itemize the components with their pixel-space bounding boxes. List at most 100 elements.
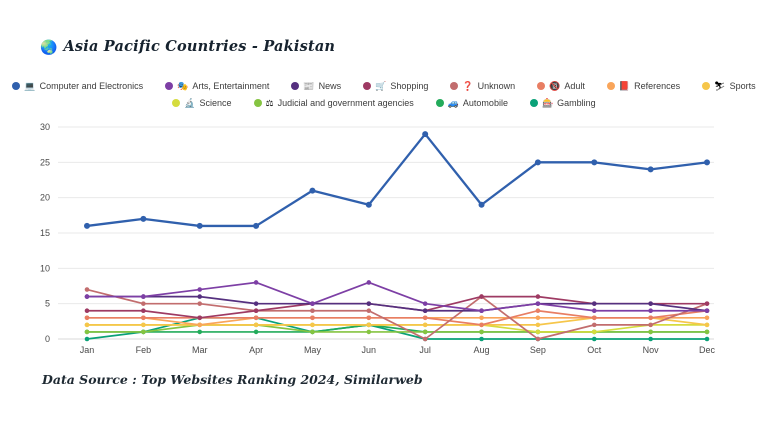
legend-item[interactable]: 📰 News: [291, 81, 341, 91]
data-point: [141, 301, 146, 306]
category-icon: 📕: [618, 80, 631, 91]
x-axis-tick-label: Dec: [699, 345, 716, 355]
data-point: [310, 301, 315, 306]
data-point: [366, 280, 372, 285]
data-point: [647, 166, 654, 173]
data-point: [253, 222, 260, 229]
legend-color-dot: [435, 99, 444, 107]
legend-color-dot: [537, 82, 546, 90]
data-point: [84, 308, 90, 314]
x-axis-tick-label: Sep: [530, 345, 546, 355]
data-point: [253, 308, 259, 314]
legend-row: 💻 Computer and Electronics 🎭 Arts, Entertai…: [12, 80, 756, 91]
data-point: [479, 294, 484, 299]
data-point: [704, 322, 710, 328]
legend-item[interactable]: ⚖ Judicial and government agencies: [253, 98, 414, 108]
category-icon: 🔬: [184, 97, 196, 108]
globe-icon: 🌏: [40, 38, 58, 55]
legend-color-dot: [529, 99, 538, 107]
x-axis-tick-label: Jan: [80, 345, 95, 355]
data-point: [704, 301, 710, 306]
data-point: [422, 315, 428, 321]
category-icon: ❓: [462, 80, 474, 91]
data-point: [422, 308, 428, 314]
x-axis-tick-label: Jun: [362, 345, 377, 355]
data-point: [366, 329, 372, 335]
legend-color-dot: [291, 82, 300, 90]
legend-item[interactable]: 🎰 Gambling: [529, 98, 596, 108]
category-icon: 🚙: [447, 97, 459, 108]
x-axis-tick-label: Jul: [419, 345, 431, 355]
data-point: [140, 215, 147, 222]
legend-row: 🔬 Science ⚖ Judicial and government agencie…: [172, 97, 596, 108]
legend-item[interactable]: ❓ Unknown: [450, 81, 515, 91]
data-point: [84, 315, 90, 321]
legend-color-dot: [702, 82, 711, 90]
legend-item[interactable]: 🎭 Arts, Entertainment: [165, 81, 269, 91]
legend-color-dot: [12, 82, 21, 90]
category-icon: 🔞: [549, 80, 561, 91]
data-point: [84, 336, 90, 342]
data-point: [422, 131, 429, 138]
data-point: [648, 336, 653, 342]
category-icon: ⛷: [714, 80, 726, 91]
data-point: [535, 315, 541, 321]
data-point: [366, 308, 372, 314]
data-point: [84, 222, 90, 229]
category-icon: 🎭: [177, 80, 189, 91]
series-line: [87, 324, 707, 333]
legend-label: Adult: [564, 81, 585, 91]
legend-color-dot: [606, 82, 615, 90]
data-point: [704, 308, 710, 314]
data-point: [365, 201, 372, 208]
legend-item[interactable]: ⛷ Sports: [702, 80, 756, 91]
legend-item[interactable]: 🔬 Science: [172, 97, 232, 108]
legend-label: Unknown: [477, 81, 516, 91]
y-axis-tick-label: 20: [40, 193, 50, 203]
data-point: [253, 301, 259, 306]
data-point: [535, 329, 541, 335]
data-point: [479, 322, 484, 328]
y-axis-tick-label: 5: [45, 299, 50, 309]
data-point: [704, 159, 710, 166]
data-point: [478, 201, 485, 208]
series-line: [87, 281, 707, 312]
data-point: [648, 308, 653, 314]
y-axis-tick-label: 30: [40, 122, 50, 132]
data-point: [422, 322, 428, 328]
y-axis-tick-label: 25: [40, 157, 50, 167]
data-point: [84, 287, 90, 292]
legend-item[interactable]: 🚙 Automobile: [435, 97, 508, 108]
data-point: [310, 322, 315, 328]
data-point: [479, 308, 484, 314]
data-point: [704, 336, 710, 342]
data-point: [535, 336, 541, 342]
data-point: [253, 315, 259, 321]
legend-item[interactable]: 💻 Computer and Electronics: [12, 81, 143, 91]
legend-color-dot: [172, 99, 181, 107]
category-icon: 📰: [303, 80, 315, 91]
data-point: [366, 322, 372, 328]
legend-item[interactable]: 🛒 Shopping: [363, 81, 428, 91]
data-point: [591, 329, 597, 335]
data-point: [310, 308, 315, 314]
data-point: [197, 294, 203, 299]
y-axis-tick-label: 10: [40, 263, 50, 273]
data-point: [197, 301, 203, 306]
data-point: [535, 301, 541, 306]
data-point: [422, 336, 428, 342]
data-point: [648, 315, 653, 321]
series-line: [86, 132, 708, 228]
data-point: [196, 222, 203, 229]
legend-item[interactable]: 🔞 Adult: [537, 81, 585, 91]
data-point: [704, 329, 710, 335]
legend-label: News: [318, 81, 342, 91]
data-source-note: Data Source : Top Websites Ranking 2024,…: [42, 372, 423, 387]
legend-item[interactable]: 📕 References: [606, 80, 680, 91]
legend-label: Science: [199, 98, 232, 108]
data-point: [479, 336, 484, 342]
data-point: [535, 322, 541, 328]
series-line: [87, 295, 708, 312]
data-point: [197, 329, 203, 335]
